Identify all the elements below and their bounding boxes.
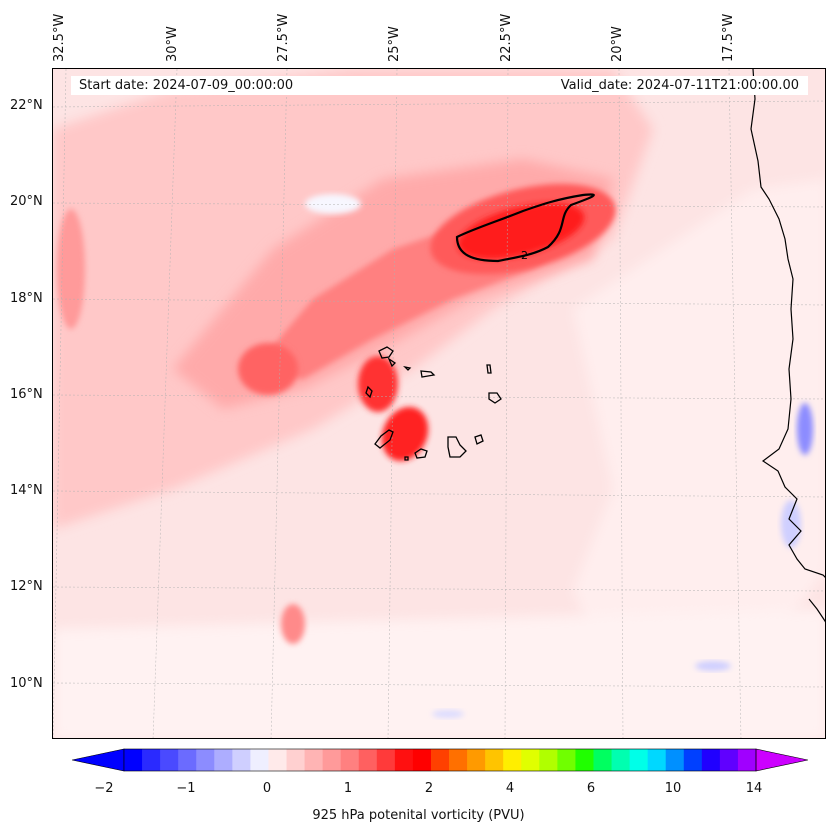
colorbar-swatch — [683, 749, 703, 771]
lon-label-17-5w: 17.5°W — [721, 13, 736, 62]
colorbar-tick-minus1: −1 — [176, 781, 196, 796]
colorbar-swatch — [304, 749, 324, 771]
lat-label-22n: 22°N — [10, 98, 43, 113]
colorbar-swatch — [232, 749, 251, 771]
pv-low-region-east — [573, 179, 825, 689]
colorbar-swatch — [557, 749, 576, 771]
colorbar-swatch — [376, 749, 396, 771]
cape-verde-islands — [365, 346, 502, 461]
colorbar-swatch — [737, 749, 757, 771]
colorbar-swatch — [196, 749, 215, 771]
colorbar-tick-10: 10 — [664, 781, 682, 796]
pv-cell-17n — [238, 343, 298, 395]
colorbar-swatch — [629, 749, 649, 771]
pv-cell-16n — [358, 356, 398, 412]
lon-label-20w: 20°W — [610, 26, 625, 62]
colorbar-swatch — [358, 749, 378, 771]
pv-negative-patch-1 — [797, 403, 813, 455]
pv-core-inner — [457, 202, 585, 260]
valid-date-label: Valid_date: 2024-07-11T21:00:00.00 — [560, 78, 799, 93]
lon-label-27-5w: 27.5°W — [276, 13, 291, 62]
pv-cell-15n — [381, 406, 429, 462]
map-plot-area: 2 — [52, 68, 826, 739]
lon-label-25w: 25°W — [387, 26, 402, 62]
pv-negative-patch-3 — [695, 661, 731, 671]
pv-low-region-south — [53, 609, 825, 738]
colorbar-tick-1: 1 — [343, 781, 353, 796]
contour-label: 2 — [521, 249, 528, 262]
pv-negative-patch-5 — [432, 710, 464, 718]
colorbar-tick-2: 2 — [424, 781, 434, 796]
africa-coastline-south — [808, 598, 825, 623]
title-strip — [71, 76, 808, 95]
colorbar-swatch — [467, 749, 486, 771]
pv-cell-west — [57, 209, 85, 329]
colorbar-swatch — [485, 749, 504, 771]
colorbar-swatch — [449, 749, 468, 771]
map-gridlines — [53, 69, 825, 738]
lat-label-20n: 20°N — [10, 194, 43, 209]
colorbar-swatch — [178, 749, 197, 771]
lon-label-30w: 30°W — [165, 26, 180, 62]
colorbar-title: 925 hPa potenital vorticity (PVU) — [312, 808, 525, 823]
pv-negative-patch-2 — [781, 500, 801, 548]
colorbar-swatch — [340, 749, 360, 771]
colorbar-swatch — [250, 749, 269, 771]
lat-label-18n: 18°N — [10, 291, 43, 306]
colorbar-swatch — [539, 749, 558, 771]
colorbar-tick-4: 4 — [505, 781, 515, 796]
colorbar-swatch — [394, 749, 414, 771]
pv-negative-patch-4 — [305, 194, 361, 214]
colorbar-swatch — [593, 749, 613, 771]
colorbar-swatch — [142, 749, 161, 771]
colorbar-swatch — [719, 749, 739, 771]
colorbar-swatch — [611, 749, 631, 771]
colorbar-swatch — [503, 749, 522, 771]
colorbar-max-extend — [755, 748, 808, 772]
lat-label-16n: 16°N — [10, 387, 43, 402]
colorbar-swatch — [214, 749, 233, 771]
pv-contour-2 — [455, 193, 595, 263]
start-date-label: Start date: 2024-07-09_00:00:00 — [79, 78, 294, 93]
lat-label-12n: 12°N — [10, 579, 43, 594]
colorbar-swatch — [665, 749, 685, 771]
colorbar-tick-14: 14 — [745, 781, 763, 796]
colorbar — [72, 748, 808, 772]
pv-cell-south — [281, 604, 305, 644]
colorbar-swatch — [268, 749, 288, 771]
lon-label-22-5w: 22.5°W — [499, 13, 514, 62]
colorbar-swatch — [521, 749, 540, 771]
colorbar-tick-6: 6 — [586, 781, 596, 796]
colorbar-swatch — [647, 749, 667, 771]
colorbar-swatch — [575, 749, 594, 771]
colorbar-swatch — [430, 749, 450, 771]
colorbar-min-extend — [72, 748, 125, 772]
lat-label-14n: 14°N — [10, 483, 43, 498]
colorbar-swatch — [124, 749, 143, 771]
lon-label-32-5w: 32.5°W — [52, 13, 67, 62]
colorbar-swatch — [322, 749, 342, 771]
colorbar-tick-minus2: −2 — [94, 781, 114, 796]
colorbar-swatch — [160, 749, 179, 771]
colorbar-swatch — [412, 749, 432, 771]
colorbar-outline — [123, 748, 757, 772]
africa-coastline — [750, 69, 825, 578]
pv-field-map: 2 — [53, 69, 825, 738]
colorbar-swatch — [286, 749, 306, 771]
colorbar-swatch — [701, 749, 721, 771]
lat-label-10n: 10°N — [10, 676, 43, 691]
colorbar-tick-0: 0 — [262, 781, 272, 796]
